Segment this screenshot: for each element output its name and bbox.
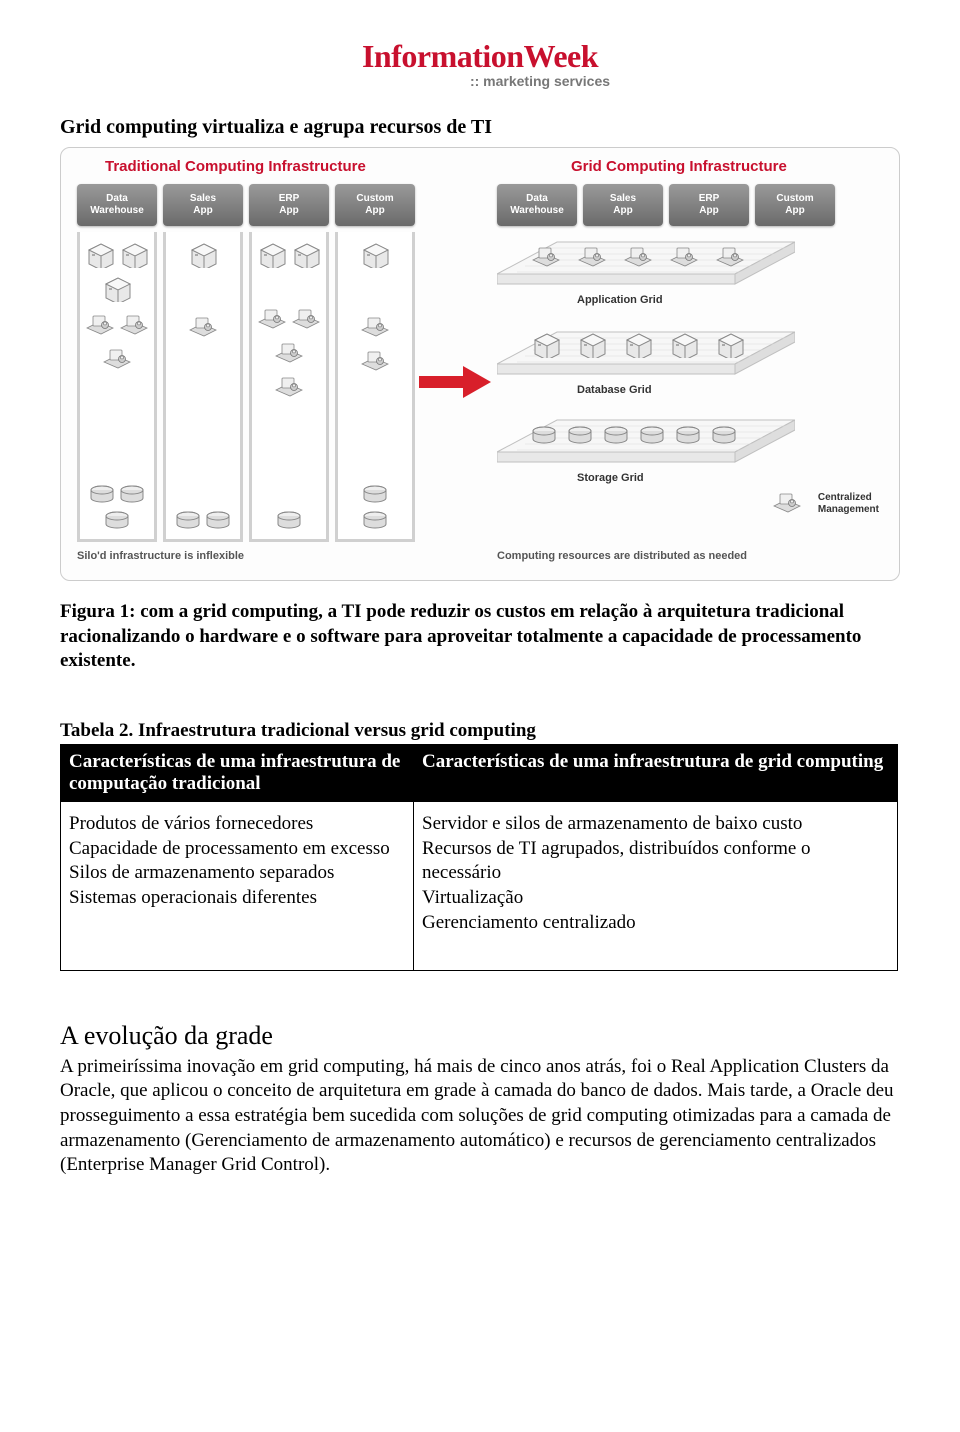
workstation-icon: [274, 338, 304, 364]
disk-icon: [175, 511, 201, 529]
server-icon: [577, 332, 607, 358]
workstation-icon: [188, 312, 218, 338]
section-heading: Grid computing virtualiza e agrupa recur…: [60, 116, 900, 139]
workstation-icon: [291, 304, 321, 330]
tray-label: Application Grid: [577, 294, 663, 306]
logo-sub: :: marketing services: [60, 74, 900, 88]
server-icon: [669, 332, 699, 358]
disk-icon: [639, 426, 665, 444]
server-icon: [102, 276, 132, 302]
workstation-icon: [772, 488, 810, 520]
workstation-icon: [360, 346, 390, 372]
app-box: DataWarehouse: [77, 184, 157, 226]
app-box: SalesApp: [163, 184, 243, 226]
disk-icon: [603, 426, 629, 444]
table-cell-left: Produtos de vários fornecedores Capacida…: [61, 802, 414, 970]
server-icon: [188, 242, 218, 268]
disk-icon: [362, 485, 388, 503]
centralized-management: Centralized Management: [772, 488, 879, 520]
grid-tray-storage: Storage Grid: [497, 412, 795, 484]
comparison-table: Características de uma infraestrutura de…: [60, 744, 898, 970]
app-box: ERPApp: [249, 184, 329, 226]
disk-icon: [567, 426, 593, 444]
app-box: SalesApp: [583, 184, 663, 226]
logo-block: InformationWeek :: marketing services: [60, 40, 900, 88]
evolution-body: A primeiríssima inovação em grid computi…: [60, 1055, 900, 1178]
workstation-icon: [360, 312, 390, 338]
app-box: DataWarehouse: [497, 184, 577, 226]
server-icon: [531, 332, 561, 358]
workstation-icon: [102, 344, 132, 370]
workstation-icon: [119, 310, 149, 336]
tray-label: Database Grid: [577, 384, 652, 396]
evolution-heading: A evolução da grade: [60, 1021, 900, 1051]
server-icon: [85, 242, 115, 268]
infrastructure-diagram: Traditional Computing Infrastructure Gri…: [60, 147, 900, 581]
app-row-right: DataWarehouse SalesApp ERPApp CustomApp: [497, 184, 835, 226]
arrow-icon: [419, 366, 491, 398]
disk-icon: [119, 485, 145, 503]
app-box: CustomApp: [755, 184, 835, 226]
tray-label: Storage Grid: [577, 472, 644, 484]
workstation-icon: [577, 242, 607, 268]
server-icon: [623, 332, 653, 358]
disk-icon: [205, 511, 231, 529]
table-caption: Tabela 2. Infraestrutura tradicional ver…: [60, 720, 900, 742]
server-icon: [257, 242, 287, 268]
workstation-icon: [669, 242, 699, 268]
silo-column: [77, 232, 157, 542]
silo-column: [335, 232, 415, 542]
figure-caption: Figura 1: com a grid computing, a TI pod…: [60, 600, 900, 674]
table-header-right: Características de uma infraestrutura de…: [414, 745, 898, 802]
table-header-left: Características de uma infraestrutura de…: [61, 745, 414, 802]
server-icon: [119, 242, 149, 268]
workstation-icon: [623, 242, 653, 268]
disk-icon: [89, 485, 115, 503]
app-box: CustomApp: [335, 184, 415, 226]
disk-icon: [104, 511, 130, 529]
workstation-icon: [85, 310, 115, 336]
disk-icon: [276, 511, 302, 529]
diagram-title-right: Grid Computing Infrastructure: [571, 158, 787, 175]
app-row-left: DataWarehouse SalesApp ERPApp CustomApp: [77, 184, 415, 226]
cm-label-1: Centralized: [818, 492, 879, 504]
server-icon: [715, 332, 745, 358]
cm-label-2: Management: [818, 504, 879, 516]
workstation-icon: [274, 372, 304, 398]
app-box: ERPApp: [669, 184, 749, 226]
workstation-icon: [531, 242, 561, 268]
workstation-icon: [715, 242, 745, 268]
disk-icon: [711, 426, 737, 444]
diagram-title-left: Traditional Computing Infrastructure: [105, 158, 366, 175]
grid-tray-application: Application Grid: [497, 234, 795, 306]
logo-main: InformationWeek: [60, 40, 900, 72]
disk-icon: [675, 426, 701, 444]
silo-column: [249, 232, 329, 542]
diagram-left-caption: Silo'd infrastructure is inflexible: [77, 550, 244, 562]
server-icon: [291, 242, 321, 268]
disk-icon: [531, 426, 557, 444]
workstation-icon: [257, 304, 287, 330]
disk-icon: [362, 511, 388, 529]
silo-column: [163, 232, 243, 542]
grid-tray-database: Database Grid: [497, 324, 795, 396]
table-cell-right: Servidor e silos de armazenamento de bai…: [414, 802, 898, 970]
server-icon: [360, 242, 390, 268]
diagram-right-caption: Computing resources are distributed as n…: [497, 550, 747, 562]
